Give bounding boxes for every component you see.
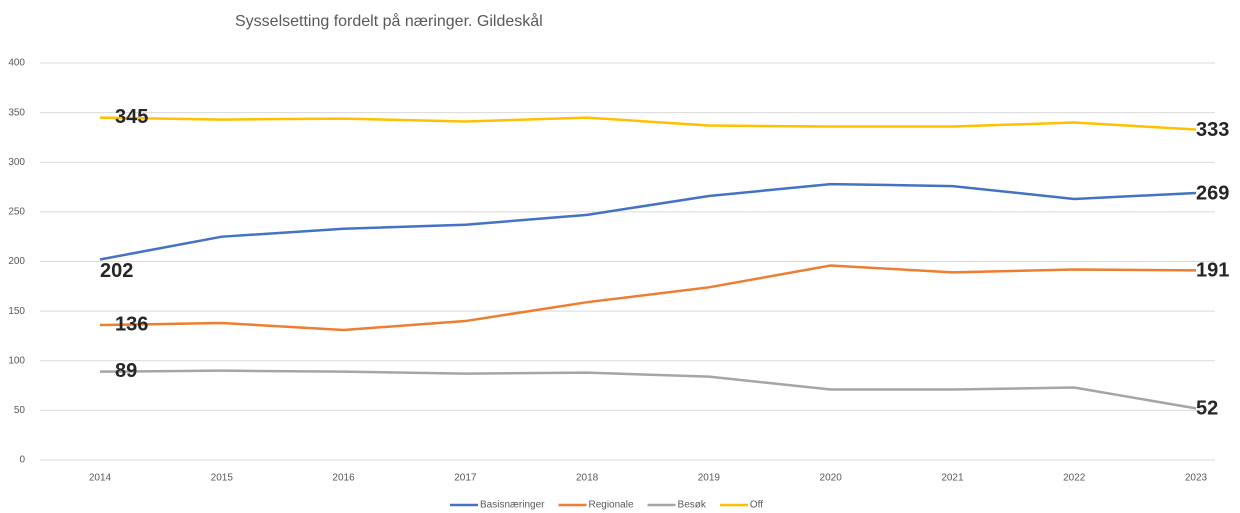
data-label: 191: [1196, 260, 1229, 282]
x-tick-label: 2017: [454, 473, 477, 484]
y-tick-label: 200: [8, 256, 25, 267]
data-label: 345: [115, 106, 148, 128]
x-tick-label: 2018: [576, 473, 599, 484]
y-tick-label: 250: [8, 207, 25, 218]
x-tick-label: 2015: [211, 473, 234, 484]
data-label: 202: [100, 260, 133, 282]
x-tick-label: 2014: [89, 473, 112, 484]
data-label: 269: [1196, 182, 1229, 204]
data-label: 333: [1196, 119, 1229, 141]
line-series: [99, 264, 1197, 332]
x-tick-label: 2019: [698, 473, 721, 484]
legend-label: Besøk: [678, 500, 707, 511]
y-tick-label: 400: [8, 58, 25, 69]
x-tick-label: 2022: [1063, 473, 1086, 484]
x-tick-label: 2020: [820, 473, 843, 484]
line-series: [99, 369, 1197, 410]
legend-label: Basisnæringer: [480, 500, 545, 511]
x-tick-label: 2021: [941, 473, 964, 484]
y-tick-label: 300: [8, 157, 25, 168]
data-label: 136: [115, 313, 148, 335]
legend-label: Regionale: [588, 500, 633, 511]
chart-title: Sysselsetting fordelt på næringer. Gilde…: [235, 12, 543, 30]
y-tick-label: 350: [8, 107, 25, 118]
y-tick-label: 0: [19, 455, 25, 466]
x-tick-label: 2023: [1185, 473, 1208, 484]
data-label: 89: [115, 360, 137, 382]
legend-label: Off: [750, 500, 763, 511]
y-tick-label: 150: [8, 306, 25, 317]
y-tick-label: 50: [14, 405, 26, 416]
line-series: [99, 116, 1197, 131]
line-series: [99, 182, 1197, 261]
x-tick-label: 2016: [332, 473, 355, 484]
data-label: 52: [1196, 398, 1218, 420]
y-tick-label: 100: [8, 355, 25, 366]
